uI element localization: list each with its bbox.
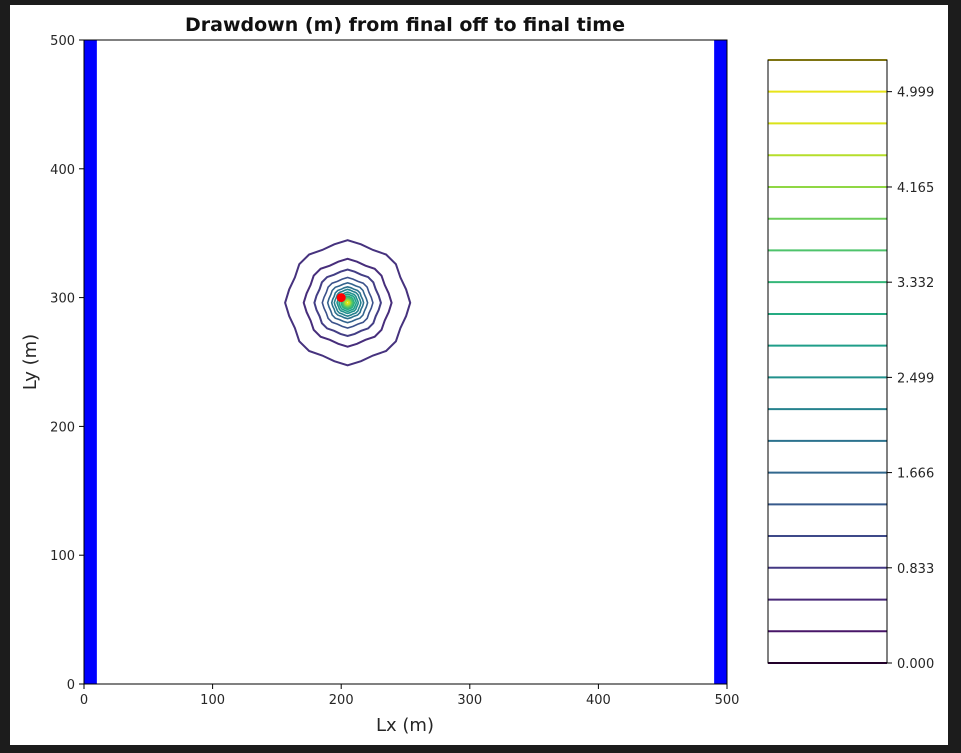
chart-title: Drawdown (m) from final off to final tim…: [185, 14, 625, 36]
axes: 0 100 200 300 400 500 0 100 200 300 400 500: [50, 34, 739, 708]
y-tick-label: 200: [50, 420, 75, 435]
contour-line-9: [338, 293, 358, 313]
contour-line-1: [284, 239, 412, 367]
x-tick-label: 0: [80, 693, 88, 708]
contour-line-10: [340, 295, 356, 311]
contour-line-11: [341, 296, 354, 309]
colorbar-tick-label: 0.833: [897, 562, 934, 577]
well-marker: [336, 293, 346, 303]
contour-line-7: [333, 288, 362, 317]
colorbar-tick-label: 4.165: [897, 181, 934, 196]
plot-frame: [83, 39, 728, 685]
boundary-strip-2: [714, 40, 727, 684]
colorbar-tick-label: 1.666: [897, 467, 934, 482]
y-tick-label: 400: [50, 163, 75, 178]
y-tick-label: 500: [50, 34, 75, 49]
chart-svg: Drawdown (m) from final off to final tim…: [20, 14, 934, 736]
boundary-strip-1: [84, 40, 97, 684]
contour-line-3: [313, 268, 382, 338]
contour-line-4: [321, 276, 374, 329]
colorbar-tick-label: 2.499: [897, 371, 934, 386]
y-axis-label: Ly (m): [20, 334, 41, 390]
plot-area: [84, 40, 727, 684]
y-tick-label: 300: [50, 292, 75, 307]
contour-line-13: [343, 298, 352, 307]
colorbar-tick-label: 4.999: [897, 86, 934, 101]
x-tick-label: 100: [200, 693, 225, 708]
contour-line-5: [326, 281, 369, 324]
colorbar-tick-label: 3.332: [897, 276, 934, 291]
contour-line-6: [330, 285, 365, 320]
x-tick-label: 500: [715, 693, 740, 708]
x-tick-label: 300: [457, 693, 482, 708]
contour-line-8: [336, 291, 360, 315]
x-tick-label: 400: [586, 693, 611, 708]
contour-line-2: [302, 257, 393, 348]
colorbar: 0.000 0.833 1.666 2.499 3.332 4.165 4.999: [767, 59, 934, 672]
contour-line-12: [342, 297, 353, 308]
colorbar-tick-label: 0.000: [897, 657, 934, 672]
colorbar-frame: [767, 59, 888, 664]
y-tick-label: 100: [50, 549, 75, 564]
contour-line-15: [345, 300, 350, 305]
y-tick-label: 0: [67, 678, 75, 693]
x-tick-label: 200: [329, 693, 354, 708]
x-axis-label: Lx (m): [376, 715, 434, 736]
figure: Drawdown (m) from final off to final tim…: [10, 5, 948, 745]
